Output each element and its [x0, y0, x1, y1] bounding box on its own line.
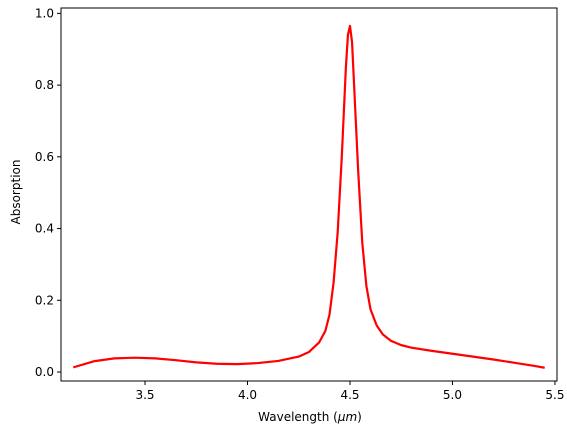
- y-axis-ticks: 0.0 0.2 0.4 0.6 0.8 1.0: [35, 6, 61, 379]
- y-tick-label: 0.8: [35, 78, 54, 92]
- plot-frame: [60, 7, 558, 382]
- x-tick-label: 4.0: [238, 388, 257, 402]
- y-tick-label: 0.2: [35, 293, 54, 307]
- y-tick-label: 0.6: [35, 150, 54, 164]
- y-axis-label: Absorption: [9, 160, 23, 225]
- x-tick-label: 5.0: [443, 388, 462, 402]
- series-layer: [72, 24, 545, 369]
- x-axis-label: Wavelength (μm): [258, 410, 362, 424]
- x-tick-label: 5.5: [545, 388, 564, 402]
- y-tick-label: 0.4: [35, 222, 54, 236]
- x-axis-ticks: 3.5 4.0 4.5 5.0 5.5: [135, 381, 564, 402]
- x-tick-label: 3.5: [135, 388, 154, 402]
- series-line-0: [72, 24, 545, 369]
- plot-area: [60, 7, 558, 382]
- y-tick-label: 1.0: [35, 6, 54, 20]
- x-tick-label: 4.5: [340, 388, 359, 402]
- y-tick-label: 0.0: [35, 365, 54, 379]
